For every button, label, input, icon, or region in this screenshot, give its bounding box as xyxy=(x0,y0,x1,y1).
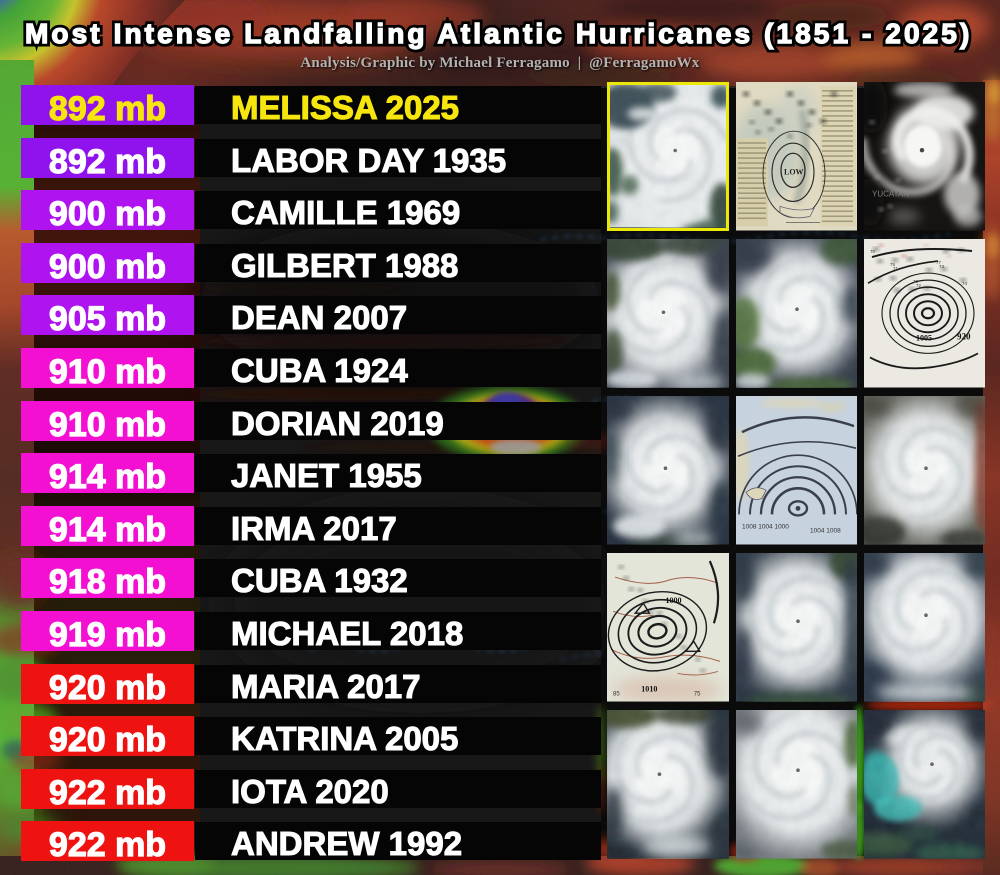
svg-text:85: 85 xyxy=(613,691,620,697)
svg-text:LOW: LOW xyxy=(784,167,804,176)
svg-text:72: 72 xyxy=(916,283,921,288)
svg-text:75: 75 xyxy=(694,691,701,697)
svg-text:1008 1004 1000: 1008 1004 1000 xyxy=(742,523,789,530)
svg-text:1005: 1005 xyxy=(916,333,932,342)
svg-text:76: 76 xyxy=(913,279,918,284)
svg-text:74: 74 xyxy=(962,281,967,286)
svg-text:75: 75 xyxy=(890,262,895,267)
svg-text:YUCATAN: YUCATAN xyxy=(872,189,909,198)
svg-text:1004 1008: 1004 1008 xyxy=(810,527,841,534)
svg-text:77: 77 xyxy=(936,260,941,265)
svg-text:1000: 1000 xyxy=(665,596,681,605)
svg-text:1010: 1010 xyxy=(641,684,657,693)
svg-text:920: 920 xyxy=(957,331,971,341)
svg-text:73: 73 xyxy=(939,264,944,269)
svg-text:70: 70 xyxy=(870,249,875,254)
svg-text:71: 71 xyxy=(893,266,898,271)
